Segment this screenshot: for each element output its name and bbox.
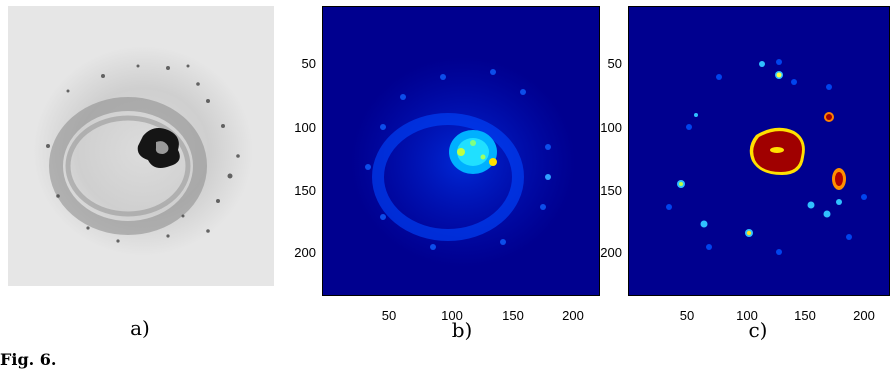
x-tick-200: 200 [562,308,584,323]
caption-b: b) [451,318,473,342]
x-tick-50: 50 [381,308,397,323]
y-tick-200: 200 [294,245,316,260]
y-tick-100: 100 [600,120,622,135]
x-tick-200: 200 [853,308,875,323]
heatmap-c [628,6,890,296]
y-tick-200: 200 [600,245,622,260]
y-tick-50: 50 [301,56,316,71]
y-tick-100: 100 [294,120,316,135]
heatmap-b [322,6,600,296]
grayscale-cell-image [8,6,274,286]
caption-c: c) [748,318,768,342]
caption-a: a) [130,316,150,340]
x-tick-50: 50 [679,308,695,323]
x-tick-100: 100 [736,308,758,323]
x-tick-100: 100 [441,308,463,323]
y-tick-150: 150 [600,183,622,198]
x-tick-150: 150 [502,308,524,323]
y-tick-50: 50 [607,56,622,71]
figure-label: Fig. 6. [0,350,57,369]
x-tick-150: 150 [794,308,816,323]
fluorescence-cell-icon [33,46,253,256]
y-tick-150: 150 [294,183,316,198]
